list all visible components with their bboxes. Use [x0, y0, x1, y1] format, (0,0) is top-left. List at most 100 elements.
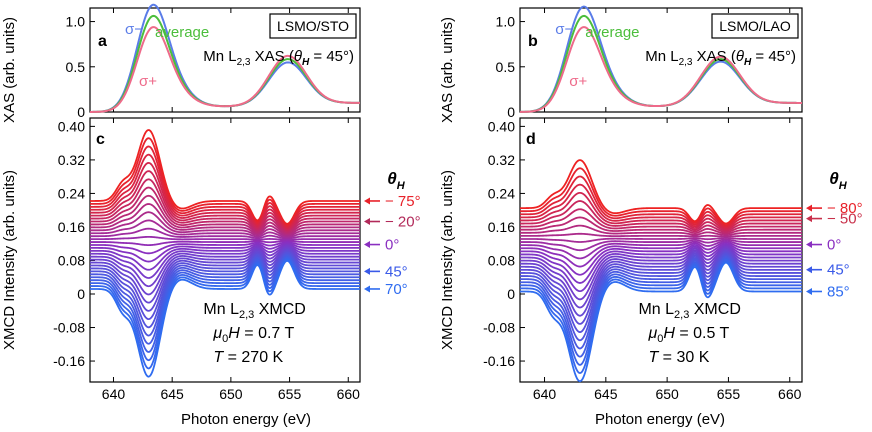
- xmcd-curve: [520, 208, 802, 234]
- theta-label: 0°: [827, 237, 841, 254]
- xmcd-curve: [90, 161, 360, 230]
- theta-arrow-head-icon: [806, 204, 812, 212]
- x-tick-label: 645: [160, 386, 184, 402]
- annot-t: T: [648, 349, 659, 366]
- theta-label: 45°: [385, 263, 408, 280]
- xmcd-curve: [90, 211, 360, 238]
- xmcd-curve: [90, 170, 360, 231]
- ylabel-xas-right: XAS (arb. units): [439, 17, 456, 123]
- annot-temp-value: = 30 K: [658, 349, 709, 366]
- xmcd-curve: [90, 241, 360, 255]
- legend-sigma-plus: σ+: [569, 73, 587, 90]
- xmcd-curve: [90, 219, 360, 239]
- theta-label: − 80°: [827, 200, 863, 217]
- xmcd-curve: [90, 240, 360, 247]
- y-tick-label: 1.0: [66, 14, 86, 30]
- annot-mu: μ: [212, 325, 222, 342]
- xmcd-curve: [89, 246, 360, 288]
- xmcd-curve: [520, 248, 802, 309]
- legend-sigma-plus: σ+: [139, 73, 157, 90]
- title-subscript: 2,3: [679, 57, 693, 68]
- y-tick-label: 0.5: [496, 59, 516, 75]
- y-tick-label: 0.32: [58, 152, 85, 168]
- xmcd-curve: [520, 175, 802, 228]
- xmcd-curve: [90, 242, 360, 263]
- theta-arrow-head-icon: [806, 215, 812, 223]
- x-tick-label: 650: [655, 386, 679, 402]
- theta-label: 85°: [827, 283, 850, 300]
- xmcd-curve: [520, 159, 802, 225]
- xmcd-curve: [90, 251, 360, 321]
- annot-temp-value: = 270 K: [223, 349, 283, 366]
- xas-series-line-sigma-plus: [89, 26, 360, 113]
- sample-label-box: [711, 13, 799, 39]
- xmcd-curve: [90, 253, 360, 337]
- theta-label: 70°: [385, 281, 408, 298]
- x-tick-label: 650: [219, 386, 243, 402]
- theta-legend-header: θH: [387, 169, 405, 192]
- xmcd-curve: [90, 254, 360, 345]
- x-tick-label: 645: [594, 386, 618, 402]
- y-tick-label: 0.5: [66, 59, 86, 75]
- legend-sigma-minus: σ−: [125, 21, 143, 38]
- annot-subscript: 2,3: [674, 309, 689, 321]
- y-tick-label: 0.40: [488, 118, 515, 134]
- theta-label: − 50°: [827, 211, 863, 228]
- theta-arrow-head-icon: [364, 285, 370, 293]
- xmcd-curve: [520, 258, 802, 366]
- xmcd-curve: [520, 224, 802, 237]
- xmcd-curve: [520, 167, 802, 226]
- theta-label: 45°: [827, 262, 850, 279]
- xmcd-curve: [520, 261, 802, 383]
- x-tick-label: 640: [533, 386, 557, 402]
- x-tick-label: 640: [102, 386, 126, 402]
- xmcd-curve: [520, 244, 802, 284]
- xmcd-curve: [90, 203, 360, 236]
- xmcd-curve: [90, 258, 360, 370]
- annot-field-value: = 0.7 T: [240, 325, 295, 342]
- xas-title: Mn L2,3 XAS (θH = 45°): [645, 48, 796, 68]
- xmcd-curve: [90, 178, 360, 233]
- xmcd-curve: [520, 255, 802, 350]
- xmcd-curve: [520, 240, 802, 260]
- panel-label: a: [98, 33, 107, 50]
- title-prefix: Mn L: [645, 48, 678, 65]
- xmcd-annot-line1: Mn L2,3 XMCD: [203, 301, 305, 321]
- xlabel-right: Photon energy (eV): [595, 411, 725, 428]
- xmcd-annot-line2: μ0H = 0.5 T: [647, 325, 729, 345]
- ylabel-xmcd-left: XMCD Intensity (arb. units): [1, 170, 18, 350]
- xmcd-curve: [520, 232, 802, 238]
- xmcd-curve: [90, 137, 360, 226]
- xmcd-curve: [90, 247, 360, 296]
- xmcd-curve: [90, 186, 360, 234]
- y-tick-label: 0.24: [58, 185, 85, 201]
- annot-prefix: Mn L: [638, 301, 674, 318]
- x-tick-label: 660: [778, 386, 802, 402]
- xmcd-curve: [520, 241, 802, 268]
- panel-label: d: [526, 131, 536, 148]
- annot-mu-sub: 0: [657, 333, 663, 345]
- theta-arrow-head-icon: [364, 267, 370, 275]
- xmcd-curve: [520, 251, 802, 325]
- xmcd-curve: [90, 145, 360, 228]
- y-tick-label: 0.40: [58, 118, 85, 134]
- panel-c-xmcd-lsmo-sto: -0.16 -0.08 0 0.08 0.16 0.24 0.32 0.40 640 645 650…: [53, 117, 421, 402]
- theta-arrow-head-icon: [364, 241, 370, 249]
- panel-label: c: [96, 131, 105, 148]
- annot-suffix: XMCD: [254, 301, 306, 318]
- xlabel-left: Photon energy (eV): [181, 411, 311, 428]
- xmcd-curve: [90, 248, 360, 304]
- annot-h: H: [228, 325, 240, 342]
- title-theta-sub: H: [744, 57, 752, 68]
- annot-suffix: XMCD: [689, 301, 741, 318]
- xmcd-curve: [90, 194, 360, 235]
- ylabel-xas-left: XAS (arb. units): [1, 17, 18, 123]
- theta-symbol: θ: [387, 169, 397, 188]
- xmcd-curve: [90, 235, 360, 241]
- theta-arrow-head-icon: [806, 241, 812, 249]
- xmcd-annot-line1: Mn L2,3 XMCD: [638, 301, 740, 321]
- y-tick-label: 0.08: [488, 252, 515, 268]
- xmcd-curve: [90, 252, 360, 329]
